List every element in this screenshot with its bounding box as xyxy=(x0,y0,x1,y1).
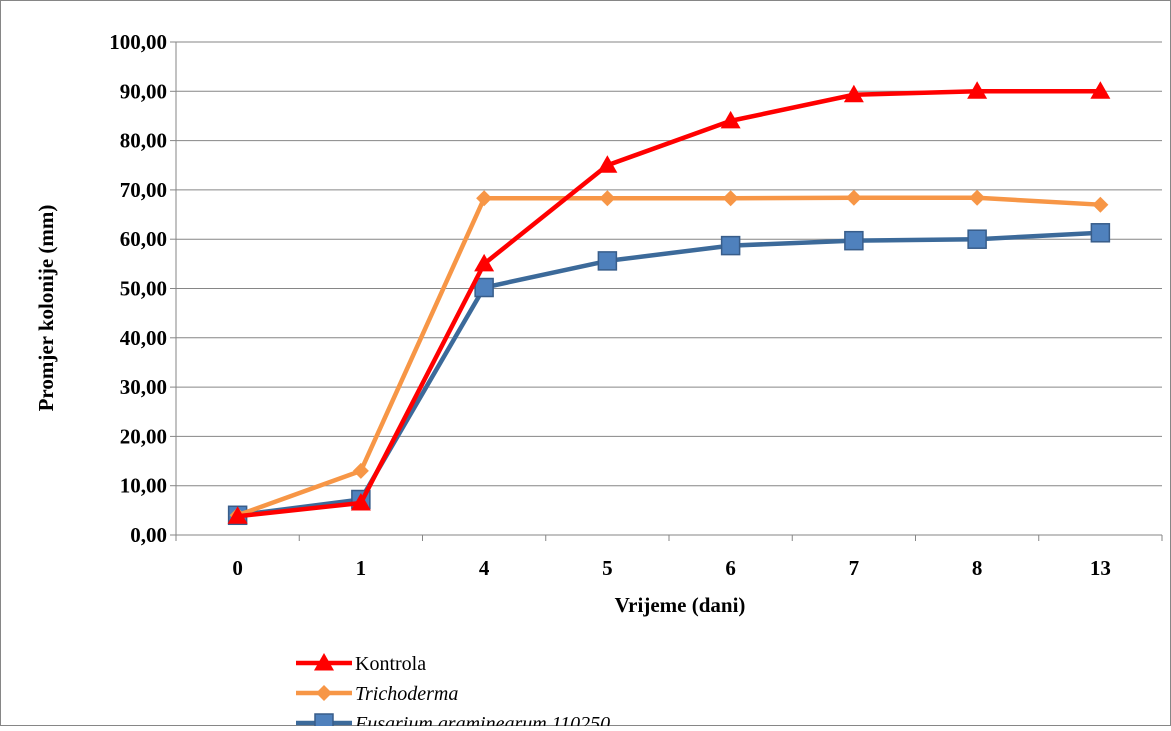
series-line xyxy=(237,89,1101,519)
data-point xyxy=(969,189,986,206)
x-axis-title: Vrijeme (dani) xyxy=(615,593,746,617)
tick-labels: 0,00 10,00 20,00 30,00 40,00 50,00 60,00 70,00 8… xyxy=(109,30,1111,580)
x-tick-label: 13 xyxy=(1090,556,1111,580)
data-point xyxy=(720,235,741,256)
data-point xyxy=(967,81,988,99)
x-tick-label: 4 xyxy=(479,556,490,580)
x-tick-label: 6 xyxy=(725,556,736,580)
x-tick-label: 0 xyxy=(232,556,243,580)
x-tick-label: 1 xyxy=(356,556,367,580)
y-tick-label: 60,00 xyxy=(120,227,167,251)
legend-item: Kontrola xyxy=(296,653,426,675)
y-tick-label: 30,00 xyxy=(120,375,167,399)
data-point xyxy=(844,230,864,251)
legend-label: Trichoderma xyxy=(355,683,458,705)
data-point xyxy=(1092,196,1109,213)
data-point xyxy=(597,251,618,271)
data-point xyxy=(722,190,739,207)
legend-item: Trichoderma xyxy=(296,683,458,705)
data-point xyxy=(597,155,618,173)
legend-marker xyxy=(314,713,334,731)
axes xyxy=(170,41,1163,541)
series-1 xyxy=(229,189,1109,524)
legend-label: Kontrola xyxy=(355,653,426,675)
legend-marker xyxy=(316,685,332,701)
y-tick-label: 20,00 xyxy=(120,424,167,448)
legend-label: Fusarium graminearum 110250 xyxy=(354,713,610,726)
series xyxy=(227,81,1111,526)
data-point xyxy=(350,492,371,511)
x-tick-label: 5 xyxy=(602,556,613,580)
legend-marker xyxy=(314,653,334,671)
data-point xyxy=(599,190,616,207)
y-tick-label: 40,00 xyxy=(120,326,167,350)
data-point xyxy=(720,110,741,129)
data-point xyxy=(1090,223,1111,243)
y-tick-label: 90,00 xyxy=(120,79,167,103)
data-point xyxy=(474,253,495,272)
series-line xyxy=(236,195,1101,518)
data-point xyxy=(1090,81,1111,99)
y-tick-label: 100,00 xyxy=(109,30,167,54)
data-point xyxy=(967,229,987,249)
series-0 xyxy=(227,81,1111,524)
y-tick-label: 70,00 xyxy=(120,178,167,202)
data-point xyxy=(845,189,862,206)
data-point xyxy=(476,190,493,207)
data-point xyxy=(227,506,248,524)
y-tick-label: 80,00 xyxy=(120,129,167,153)
x-tick-label: 7 xyxy=(849,556,860,580)
x-tick-label: 8 xyxy=(972,556,983,580)
data-point xyxy=(474,277,494,298)
data-point xyxy=(352,462,369,479)
y-tick-label: 0,00 xyxy=(130,523,167,547)
y-tick-label: 10,00 xyxy=(120,474,167,498)
y-tick-label: 50,00 xyxy=(120,277,167,301)
data-point xyxy=(843,84,864,103)
y-axis-title: Promjer kolonije (mm) xyxy=(34,205,58,412)
